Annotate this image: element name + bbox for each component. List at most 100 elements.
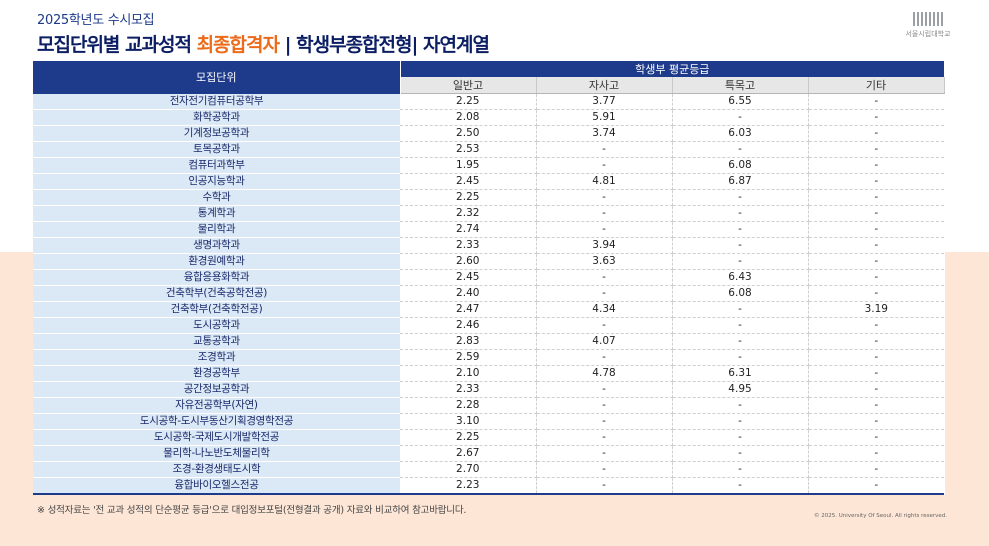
unit-name: 토목공학과 — [33, 141, 400, 158]
table-row: 인공지능학과 2.45 4.81 6.87- — [33, 173, 945, 190]
grade-cell: 6.87 — [672, 173, 809, 190]
page-title: 모집단위별 교과성적 최종합격자 | 학생부종합전형| 자연계열 — [37, 30, 490, 57]
grade-cell: - — [808, 397, 945, 414]
table-row: 도시공학과 2.46- - - — [33, 317, 945, 334]
grade-cell: - — [672, 445, 809, 462]
column-header: 기타 — [808, 77, 945, 94]
unit-name: 도시공학-도시부동산기획경영학전공 — [33, 413, 400, 430]
grade-cell: - — [672, 349, 809, 366]
grade-cell: - — [536, 205, 673, 222]
table-row: 통계학과 2.32- - - — [33, 205, 945, 222]
table-row: 수학과 2.25- - - — [33, 189, 945, 206]
grade-cell: 2.47 — [400, 301, 537, 318]
grade-cell: - — [808, 349, 945, 366]
grade-cell: - — [808, 333, 945, 350]
grade-cell: 2.33 — [400, 381, 537, 398]
grade-cell: - — [536, 381, 673, 398]
table-row: 전자전기컴퓨터공학부 2.25 3.77 6.55- — [33, 93, 945, 110]
grade-group-header: 학생부 평균등급 — [400, 61, 945, 77]
grade-cell: - — [672, 221, 809, 238]
grade-cell: 6.55 — [672, 93, 809, 110]
unit-name: 건축학부(건축공학전공) — [33, 285, 400, 302]
unit-name: 인공지능학과 — [33, 173, 400, 190]
table-row: 건축학부(건축학전공) 2.47 4.34-3.19 — [33, 301, 945, 318]
grade-cell: 2.33 — [400, 237, 537, 254]
grade-cell: - — [808, 285, 945, 302]
grade-cell: - — [536, 413, 673, 430]
grade-cell: 5.91 — [536, 109, 673, 126]
grade-cell: 6.08 — [672, 285, 809, 302]
grade-cell: - — [536, 429, 673, 446]
column-header: 특목고 — [672, 77, 809, 94]
unit-name: 생명과학과 — [33, 237, 400, 254]
unit-name: 도시공학과 — [33, 317, 400, 334]
grade-cell: - — [536, 189, 673, 206]
grade-cell: 2.67 — [400, 445, 537, 462]
grade-cell: 2.28 — [400, 397, 537, 414]
unit-name: 조경-환경생태도시학 — [33, 461, 400, 478]
unit-name: 통계학과 — [33, 205, 400, 222]
grade-cell: - — [808, 445, 945, 462]
grade-cell: - — [536, 157, 673, 174]
unit-name: 기계정보공학과 — [33, 125, 400, 142]
university-logo: 서울시립대학교 — [904, 12, 952, 39]
table-row: 조경학과 2.59- - - — [33, 349, 945, 366]
grade-cell: - — [808, 477, 945, 495]
page-subtitle: 2025학년도 수시모집 — [37, 13, 155, 28]
grade-cell: - — [672, 109, 809, 126]
grade-cell: 2.32 — [400, 205, 537, 222]
grade-cell: - — [672, 397, 809, 414]
grade-cell: - — [808, 237, 945, 254]
table-row: 물리학과 2.74- - - — [33, 221, 945, 238]
grade-cell: 2.23 — [400, 477, 537, 495]
grade-cell: 2.53 — [400, 141, 537, 158]
grade-cell: - — [672, 317, 809, 334]
grade-cell: - — [536, 221, 673, 238]
grade-cell: 3.10 — [400, 413, 537, 430]
grade-cell: - — [808, 189, 945, 206]
grade-cell: 4.34 — [536, 301, 673, 318]
grade-cell: - — [808, 253, 945, 270]
grade-cell: 2.25 — [400, 189, 537, 206]
table-row: 생명과학과 2.33 3.94- - — [33, 237, 945, 254]
grade-cell: - — [808, 461, 945, 478]
unit-name: 컴퓨터과학부 — [33, 157, 400, 174]
unit-header: 모집단위 — [33, 61, 401, 94]
title-accent: 최종합격자 — [196, 34, 280, 56]
grade-cell: - — [672, 413, 809, 430]
unit-name: 교통공학과 — [33, 333, 400, 350]
unit-name: 건축학부(건축학전공) — [33, 301, 400, 318]
footnote: ※ 성적자료는 '전 교과 성적의 단순평균 등급'으로 대입정보포털(전형결과… — [37, 505, 467, 516]
grade-cell: 2.74 — [400, 221, 537, 238]
grade-cell: - — [808, 269, 945, 286]
grade-cell: - — [808, 109, 945, 126]
grade-cell: 6.43 — [672, 269, 809, 286]
grade-cell: 3.19 — [808, 301, 945, 318]
grade-cell: 3.63 — [536, 253, 673, 270]
title-main: 모집단위별 교과성적 — [37, 34, 197, 56]
grade-cell: 4.95 — [672, 381, 809, 398]
grade-cell: 2.45 — [400, 173, 537, 190]
university-logo-icon — [904, 12, 952, 26]
unit-name: 융합바이오헬스전공 — [33, 477, 400, 495]
table-row: 화학공학과 2.08 5.91- - — [33, 109, 945, 126]
table-row: 공간정보공학과 2.33-4.95- — [33, 381, 945, 398]
unit-name: 환경공학부 — [33, 365, 400, 382]
unit-name: 물리학-나노반도체물리학 — [33, 445, 400, 462]
grade-cell: - — [672, 429, 809, 446]
grade-cell: - — [672, 141, 809, 158]
grade-cell: - — [672, 253, 809, 270]
unit-name: 공간정보공학과 — [33, 381, 400, 398]
title-rest: | 학생부종합전형| 자연계열 — [278, 34, 490, 56]
grade-cell: - — [808, 125, 945, 142]
results-table: 모집단위 학생부 평균등급 일반고 자사고 특목고 기타 전자전기컴퓨터공학부 2.25… — [33, 61, 945, 495]
grade-cell: - — [672, 189, 809, 206]
grade-cell: 2.46 — [400, 317, 537, 334]
grade-cell: - — [672, 205, 809, 222]
table-row: 자유전공학부(자연) 2.28- - - — [33, 397, 945, 414]
grade-cell: - — [672, 477, 809, 495]
grade-cell: 6.31 — [672, 365, 809, 382]
grade-cell: 2.83 — [400, 333, 537, 350]
grade-cell: - — [536, 317, 673, 334]
grade-cell: - — [808, 317, 945, 334]
